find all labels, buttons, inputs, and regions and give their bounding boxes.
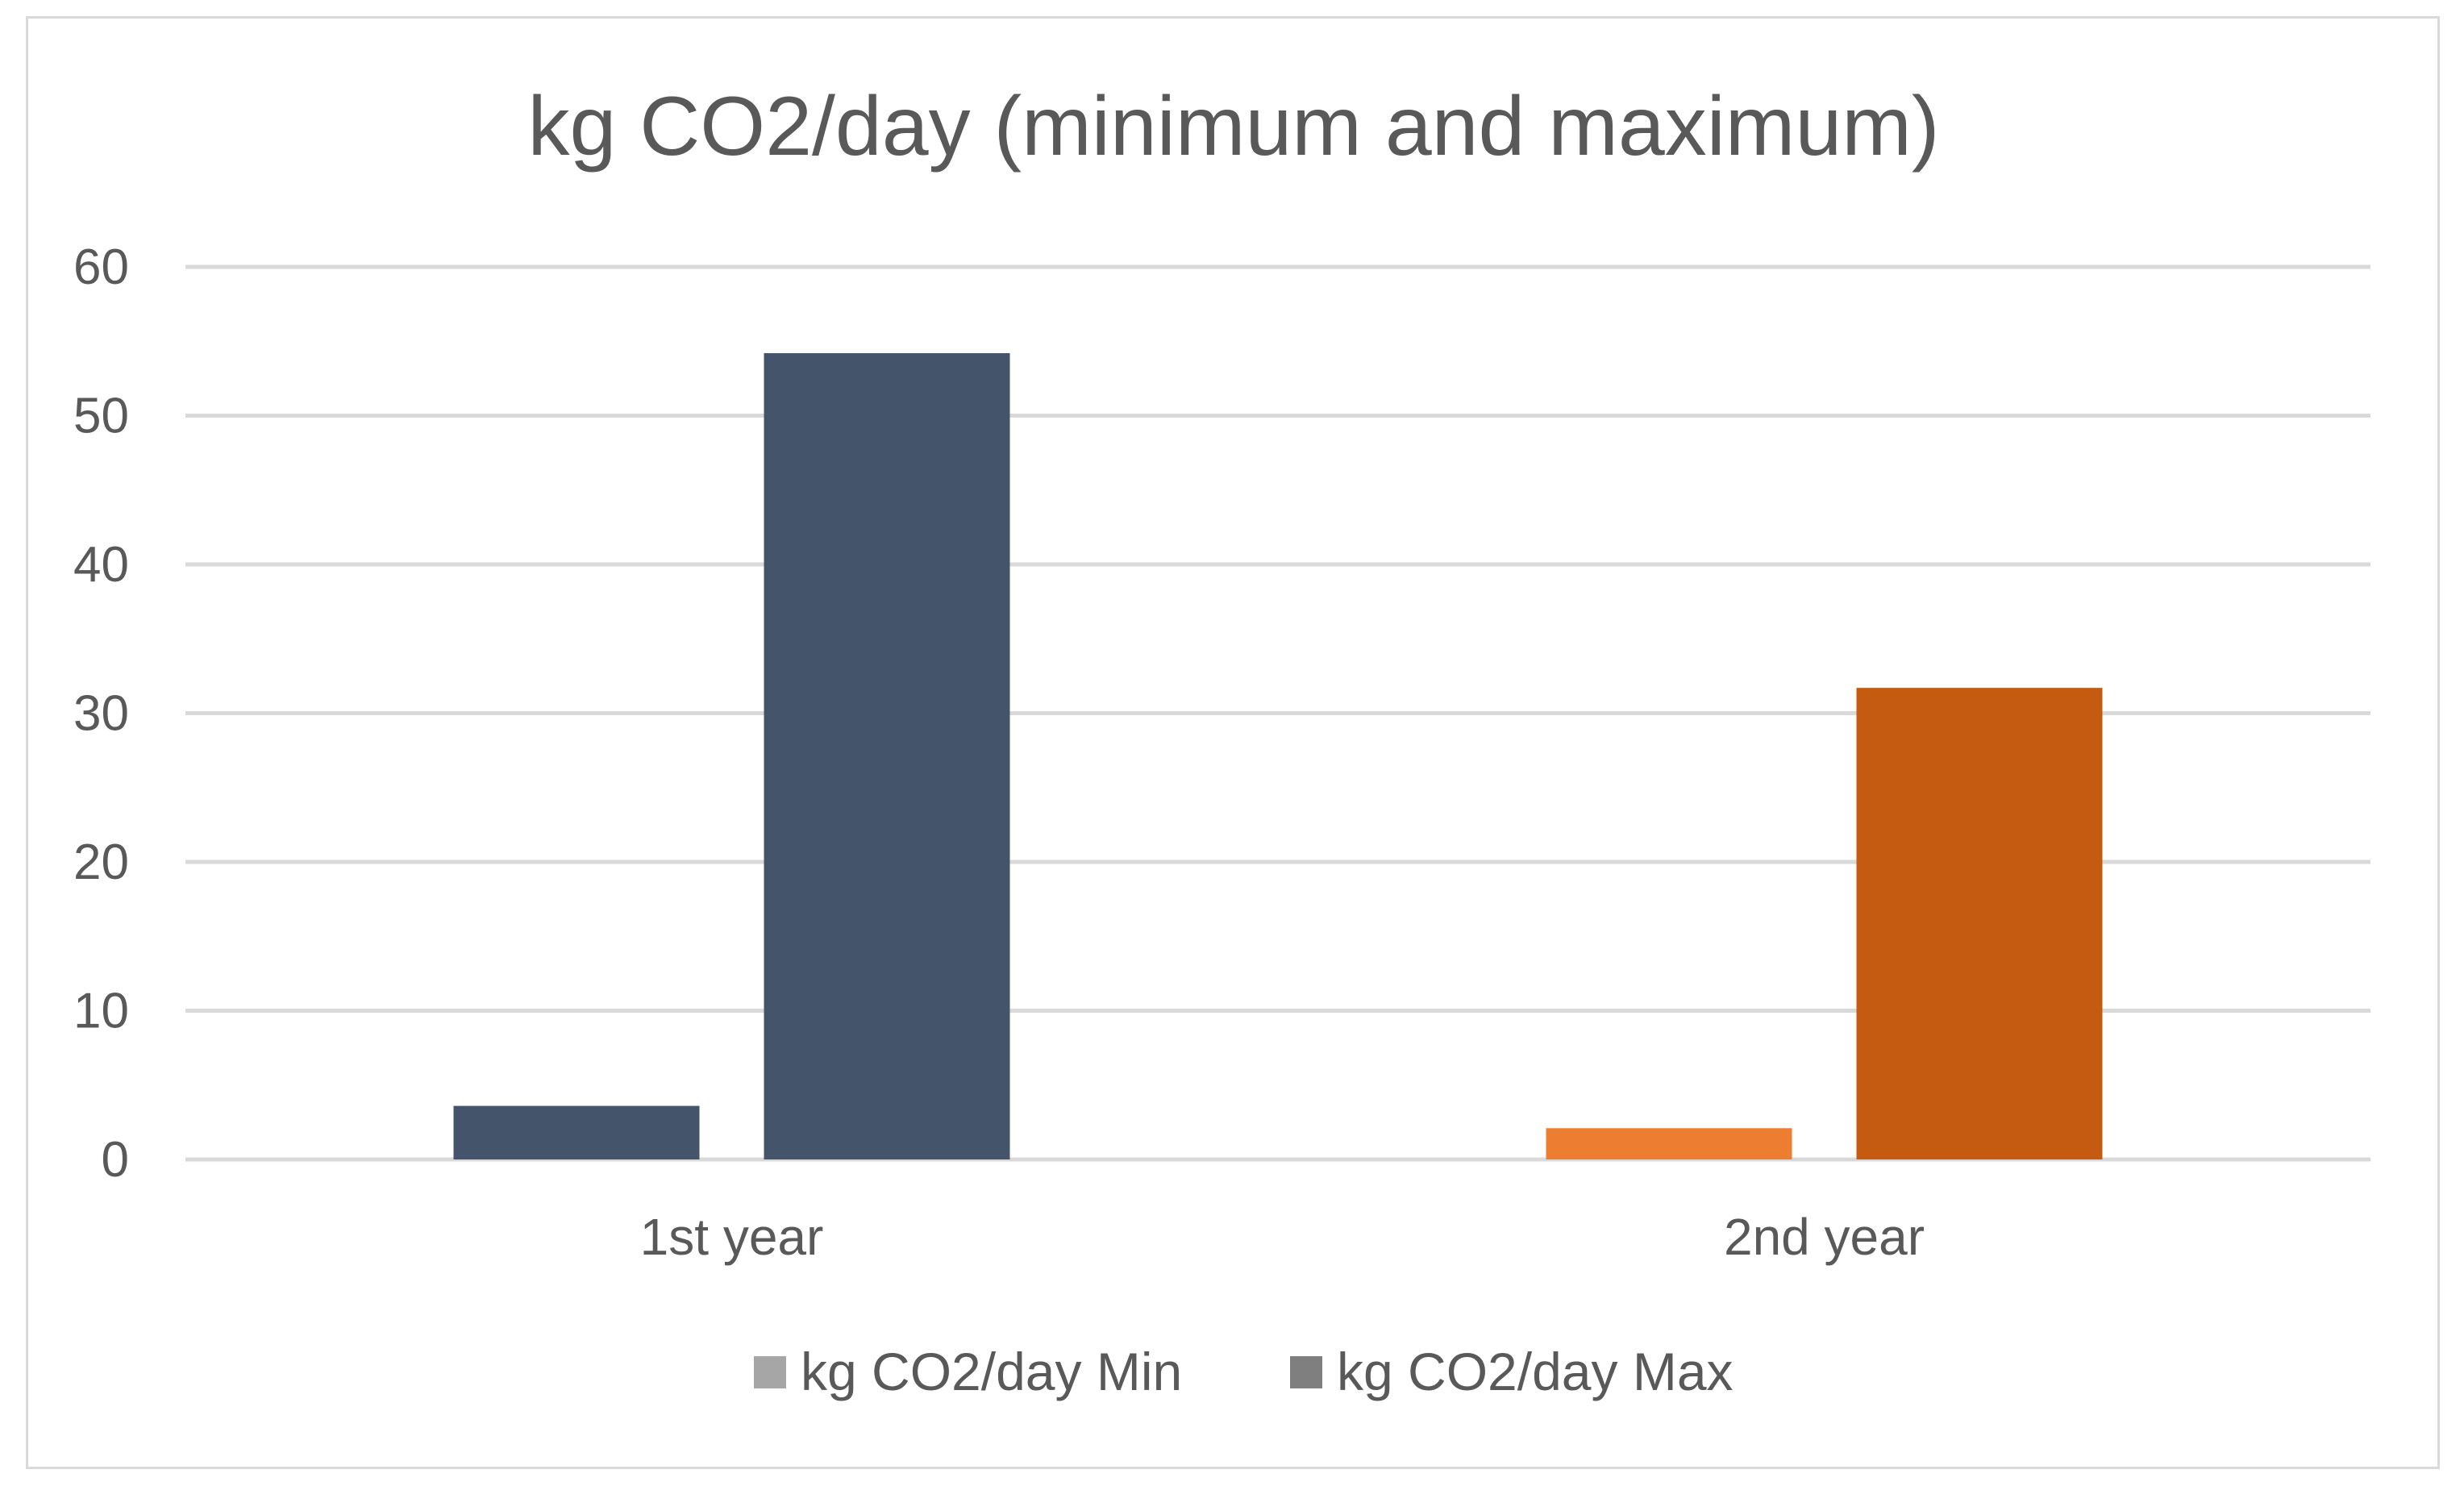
y-tick-label: 0 <box>102 1132 129 1188</box>
x-category-label: 1st year <box>640 1208 824 1266</box>
bar-max-2 <box>1856 688 2103 1159</box>
legend-label: kg CO2/day Min <box>801 1342 1182 1401</box>
y-tick-label: 60 <box>73 239 129 295</box>
bar-min-1 <box>453 1105 700 1159</box>
legend: kg CO2/day Min kg CO2/day Max <box>754 1342 1734 1401</box>
y-tick-label: 40 <box>73 537 129 593</box>
y-tick-label: 50 <box>73 389 129 444</box>
y-tick-label: 30 <box>73 686 129 742</box>
legend-label: kg CO2/day Max <box>1337 1342 1734 1401</box>
bar-max-1 <box>764 353 1010 1159</box>
y-tick-label: 10 <box>73 984 129 1039</box>
legend-swatch <box>1290 1356 1322 1388</box>
y-tick-label: 20 <box>73 835 129 890</box>
chart-title: kg CO2/day (minimum and maximum) <box>527 80 1939 173</box>
bars <box>453 353 2103 1159</box>
x-category-label: 2nd year <box>1724 1208 1925 1266</box>
x-axis-categories: 1st year 2nd year <box>640 1208 1925 1266</box>
y-axis-ticks: 0 10 20 30 40 50 60 <box>73 239 129 1188</box>
legend-swatch <box>754 1356 786 1388</box>
bar-min-2 <box>1546 1128 1792 1159</box>
